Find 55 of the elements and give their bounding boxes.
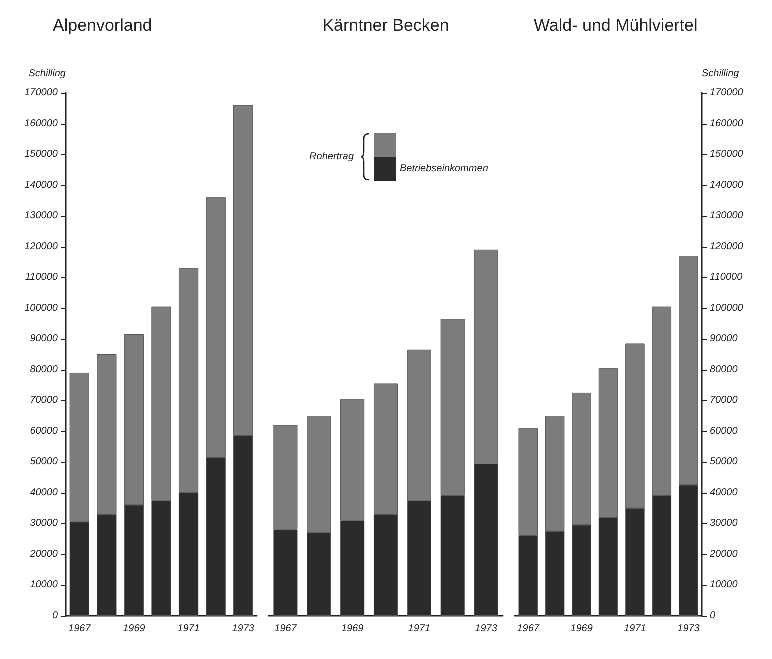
y-tick-label: 20000: [709, 548, 738, 560]
x-tick-label: 1973: [232, 624, 255, 634]
y-tick-label: 140000: [710, 180, 744, 191]
y-tick-label: 110000: [25, 272, 58, 284]
y-tick-label: 60000: [30, 426, 58, 437]
y-tick-label: 50000: [710, 456, 738, 468]
x-tick-label: 1971: [178, 624, 200, 634]
chart-title: Alpenvorland: [53, 16, 152, 35]
legend-title: Rohertrag: [310, 152, 354, 162]
x-tick-label: 1967: [517, 624, 540, 634]
y-tick-label: 120000: [710, 241, 744, 252]
y-tick-label: 80000: [30, 364, 58, 376]
y-tick-label: 150000: [24, 149, 58, 160]
x-tick-label: 1967: [274, 624, 298, 634]
y-tick-label: 30000: [30, 518, 58, 530]
y-tick-label: 160000: [710, 118, 744, 130]
y-axis-title: Schilling: [28, 68, 66, 80]
x-tick-label: 1971: [408, 624, 431, 634]
y-tick-label: 60000: [710, 426, 738, 437]
x-tick-label: 1973: [475, 624, 498, 634]
y-tick-label: 130000: [710, 210, 744, 222]
y-tick-label: 30000: [710, 518, 738, 530]
y-tick-label: 0: [52, 610, 58, 622]
y-tick-label: 160000: [24, 118, 58, 130]
y-tick-label: 50000: [30, 456, 58, 468]
y-tick-label: 110000: [710, 272, 744, 284]
y-tick-label: 40000: [30, 487, 58, 498]
y-tick-label: 70000: [710, 395, 738, 406]
x-tick-label: 1973: [678, 624, 700, 634]
y-tick-label: 100000: [24, 302, 58, 314]
x-tick-label: 1969: [123, 624, 146, 634]
y-axis-title: Schilling: [702, 68, 740, 80]
y-tick-label: 100000: [710, 302, 744, 314]
y-tick-label: 10000: [710, 580, 738, 591]
chart-title: Kärntner Becken: [322, 16, 450, 35]
y-tick-label: 70000: [30, 395, 58, 406]
x-tick-label: 1971: [624, 624, 646, 634]
x-tick-label: 1969: [570, 624, 594, 634]
legend-label: Betriebseinkommen: [400, 164, 489, 174]
x-tick-label: 1967: [68, 624, 92, 634]
y-tick-label: 140000: [24, 180, 58, 191]
y-tick-label: 0: [710, 610, 716, 622]
y-tick-label: 90000: [30, 334, 58, 345]
y-tick-label: 40000: [710, 487, 738, 498]
chart-title: Wald- und Mühlviertel: [534, 16, 698, 35]
x-tick-label: 1969: [341, 624, 364, 634]
y-tick-label: 170000: [24, 88, 58, 98]
y-tick-label: 170000: [710, 88, 744, 98]
y-tick-label: 120000: [24, 241, 58, 252]
y-tick-label: 90000: [710, 334, 738, 345]
y-tick-label: 150000: [710, 149, 744, 160]
y-tick-label: 130000: [24, 210, 58, 222]
y-tick-label: 20000: [29, 548, 58, 560]
y-tick-label: 10000: [30, 580, 58, 591]
y-tick-label: 80000: [710, 364, 738, 376]
